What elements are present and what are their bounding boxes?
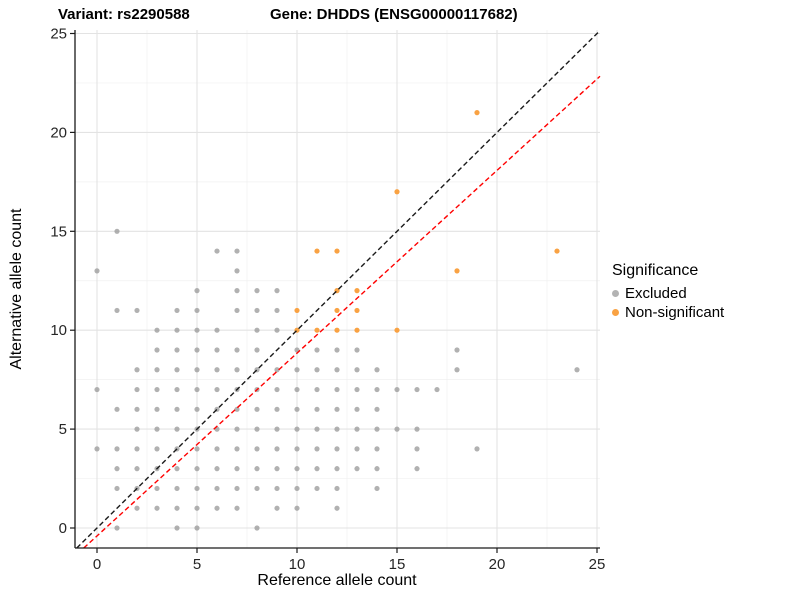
svg-text:5: 5	[59, 421, 67, 438]
x-axis-title: Reference allele count	[257, 572, 417, 589]
legend-label-non-significant: Non-significant	[625, 304, 725, 321]
axis-ticks	[70, 32, 598, 553]
legend-item-non-significant: Non-significant	[612, 304, 724, 321]
svg-text:10: 10	[289, 556, 306, 573]
svg-text:0: 0	[93, 556, 101, 573]
axis-tick-labels: 0 5 10 15 20 25 0 5 10 15 20 25	[50, 26, 605, 574]
svg-text:20: 20	[50, 124, 67, 141]
svg-text:5: 5	[193, 556, 201, 573]
axis-lines	[74, 30, 600, 549]
excluded-dot-icon	[612, 290, 619, 297]
variant-title: Variant: rs2290588	[58, 6, 190, 23]
svg-text:15: 15	[50, 223, 67, 240]
gene-title: Gene: DHDDS (ENSG00000117682)	[270, 6, 518, 23]
gridlines-minor	[75, 30, 600, 548]
svg-text:25: 25	[589, 556, 606, 573]
legend-item-excluded: Excluded	[612, 285, 724, 302]
legend-title: Significance	[612, 262, 699, 279]
svg-text:20: 20	[489, 556, 506, 573]
svg-text:0: 0	[59, 520, 67, 537]
non-significant-dot-icon	[612, 309, 619, 316]
legend-label-excluded: Excluded	[625, 285, 687, 302]
svg-text:25: 25	[50, 26, 67, 43]
svg-text:15: 15	[389, 556, 406, 573]
y-axis-title: Alternative allele count	[8, 208, 25, 370]
svg-text:10: 10	[50, 322, 67, 339]
legend: Significance Excluded Non-significant	[612, 262, 724, 323]
non-significant-points	[294, 110, 560, 333]
reference-lines	[76, 30, 601, 549]
